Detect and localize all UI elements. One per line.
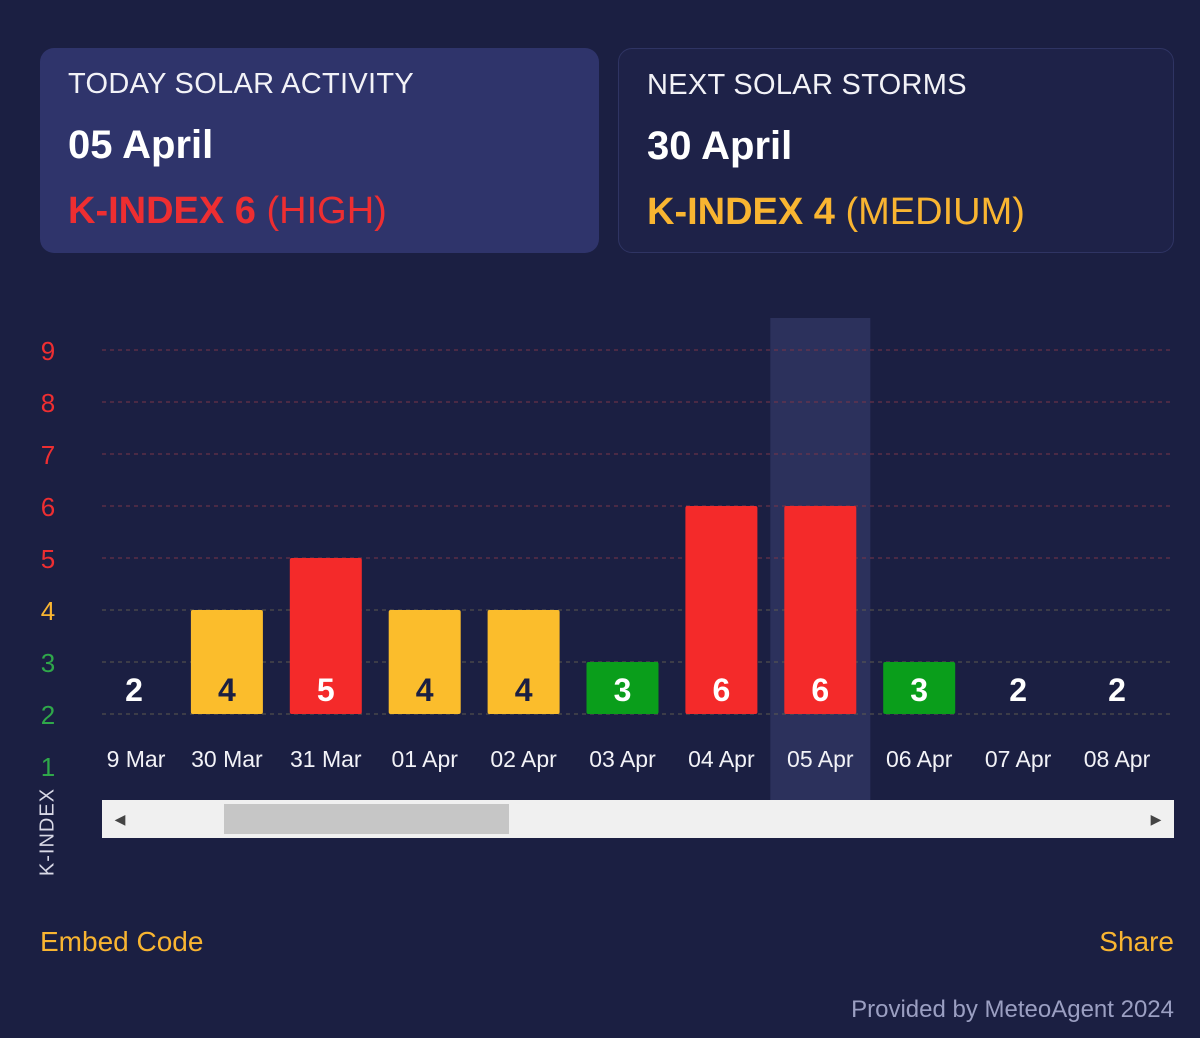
x-tick-label: 04 Apr	[688, 746, 755, 772]
today-card-heading: TODAY SOLAR ACTIVITY	[68, 68, 415, 100]
x-tick-label: 31 Mar	[290, 746, 362, 772]
bar-value-label: 3	[910, 672, 928, 708]
today-kindex-level: (HIGH)	[266, 190, 387, 232]
bar-value-label: 4	[515, 672, 533, 708]
scroll-left-arrow-icon[interactable]: ◀	[114, 810, 126, 827]
x-tick-label: 05 Apr	[787, 746, 854, 772]
y-tick-label: 5	[41, 544, 55, 574]
bar-value-label: 2	[1108, 672, 1126, 708]
next-card-date: 30 April	[647, 124, 793, 168]
embed-code-link[interactable]: Embed Code	[40, 926, 204, 957]
bar	[685, 506, 758, 714]
y-tick-label: 1	[41, 752, 55, 782]
bar-value-label: 6	[811, 672, 829, 708]
bar	[586, 662, 659, 714]
y-tick-label: 6	[41, 492, 55, 522]
y-tick-label: 3	[41, 648, 55, 678]
y-tick-label: 8	[41, 388, 55, 418]
x-tick-label: 06 Apr	[886, 746, 953, 772]
y-axis-title: K-INDEX	[36, 787, 59, 877]
scroll-right-arrow-icon[interactable]: ▶	[1150, 810, 1162, 827]
bar-value-label: 2	[1009, 672, 1027, 708]
next-kindex-level: (MEDIUM)	[845, 191, 1025, 233]
y-tick-label: 2	[41, 700, 55, 730]
today-card-date: 05 April	[68, 123, 214, 167]
bar-value-label: 6	[713, 672, 731, 708]
x-tick-label: 07 Apr	[985, 746, 1052, 772]
bar-value-label: 4	[416, 672, 434, 708]
bar	[784, 506, 857, 714]
provided-by-credit: Provided by MeteoAgent 2024	[851, 996, 1174, 1023]
x-tick-label: 02 Apr	[490, 746, 557, 772]
today-solar-activity-card: TODAY SOLAR ACTIVITY 05 April K-INDEX 6 …	[40, 48, 599, 253]
today-kindex-value: K-INDEX 6	[68, 190, 256, 232]
today-card-kindex: K-INDEX 6 (HIGH)	[68, 190, 571, 233]
bar	[388, 610, 461, 714]
bar-value-label: 2	[125, 672, 143, 708]
share-link[interactable]: Share	[1099, 926, 1174, 957]
bar	[487, 610, 560, 714]
next-card-heading: NEXT SOLAR STORMS	[647, 69, 967, 101]
chart-scrollbar[interactable]: ◀ ▶	[102, 800, 1174, 838]
bar-value-label: 3	[614, 672, 632, 708]
bar-value-label: 5	[317, 672, 335, 708]
bar	[190, 610, 263, 714]
bar-value-label: 4	[218, 672, 236, 708]
y-tick-label: 7	[41, 440, 55, 470]
x-tick-label: 9 Mar	[107, 746, 166, 772]
bar	[289, 558, 362, 714]
kindex-bar-chart: 1 2 3 4 5 6 7 8 9 2 9 Mar 4 30 Mar 5 31 Mar 4 01 Apr 4 02 …	[41, 318, 1174, 800]
next-kindex-value: K-INDEX 4	[647, 191, 835, 233]
scrollbar-thumb[interactable]	[224, 804, 509, 834]
x-tick-label: 30 Mar	[191, 746, 263, 772]
y-tick-label: 9	[41, 336, 55, 366]
next-solar-storms-card: NEXT SOLAR STORMS 30 April K-INDEX 4 (ME…	[618, 48, 1174, 253]
bar	[883, 662, 956, 714]
x-tick-label: 08 Apr	[1084, 746, 1151, 772]
x-tick-label: 03 Apr	[589, 746, 656, 772]
x-tick-label: 01 Apr	[391, 746, 458, 772]
next-card-kindex: K-INDEX 4 (MEDIUM)	[647, 191, 1145, 234]
y-tick-label: 4	[41, 596, 55, 626]
